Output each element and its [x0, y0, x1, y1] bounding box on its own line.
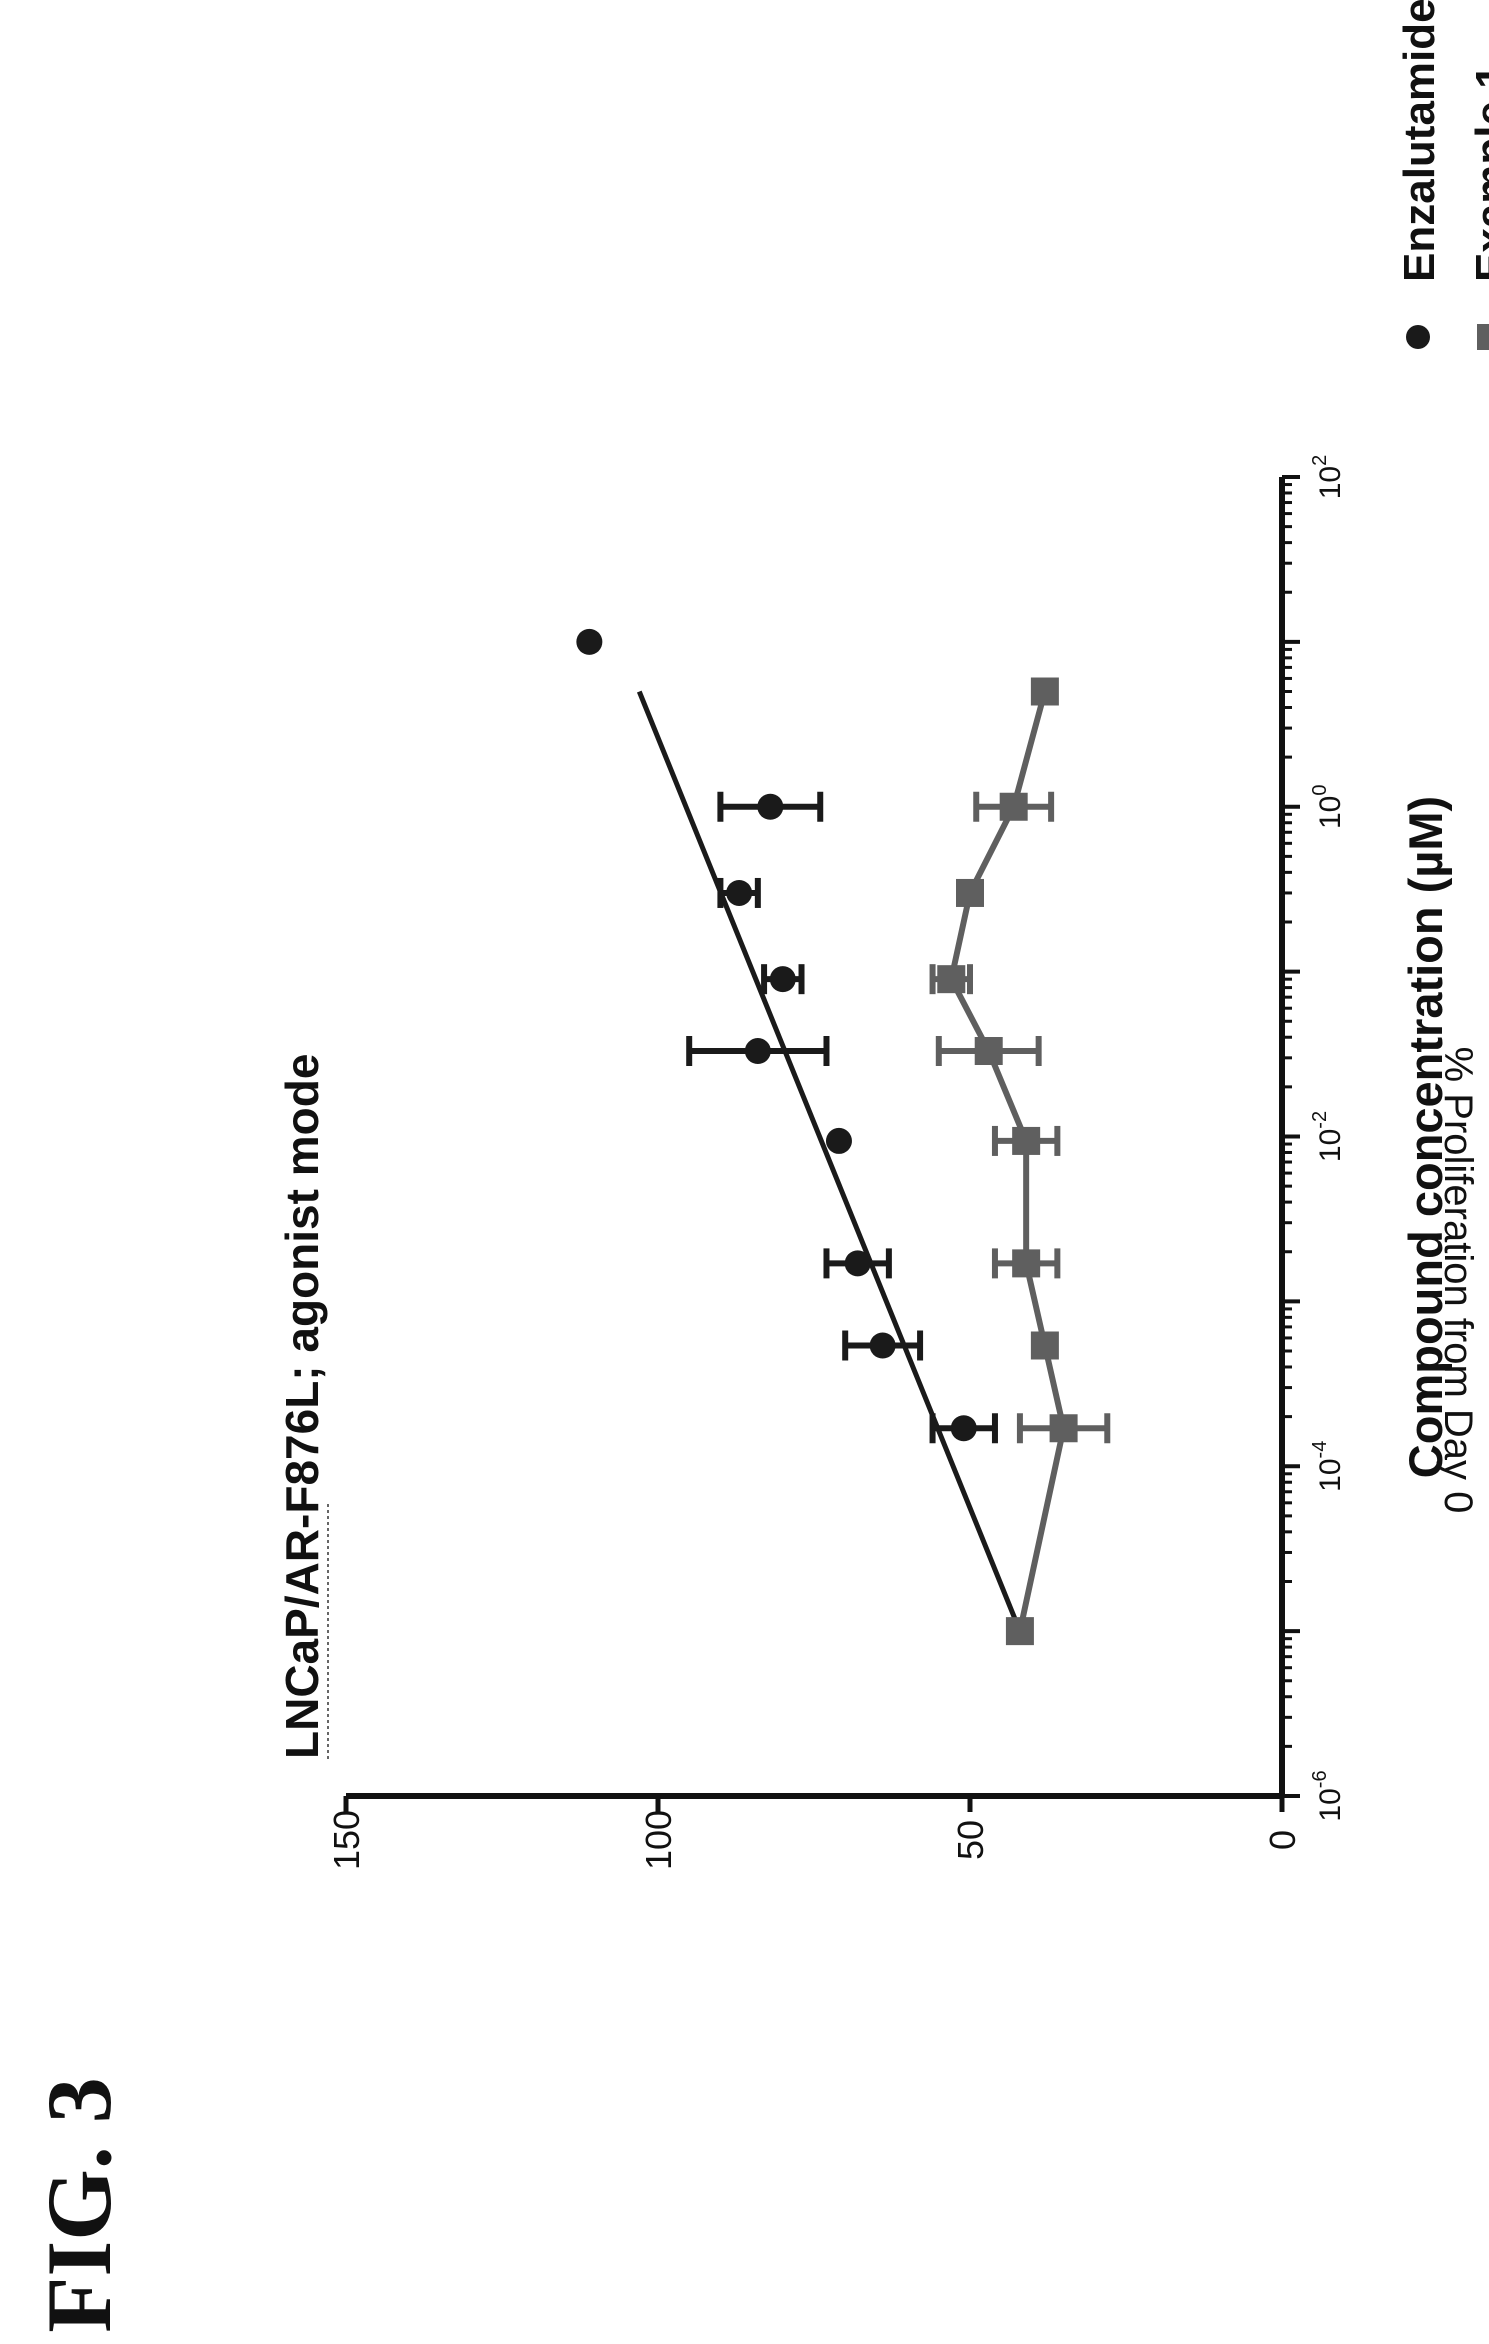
x-tick-base: 10 — [1314, 1458, 1347, 1491]
y-tick-label: 100 — [638, 1810, 679, 1870]
x-tick-exponent: 2 — [1309, 455, 1331, 466]
data-point — [844, 1250, 871, 1277]
x-tick-exponent: 0 — [1309, 785, 1331, 796]
data-point — [1012, 1249, 1041, 1278]
y-tick-label: 50 — [950, 1820, 991, 1860]
x-tick-exponent: -4 — [1309, 1441, 1331, 1459]
data-point — [1005, 1617, 1034, 1646]
data-point — [825, 1127, 852, 1154]
plot-area — [576, 628, 1111, 1646]
data-point — [1049, 1414, 1078, 1443]
x-tick-exponent: -6 — [1309, 1770, 1331, 1788]
x-tick-label: 102 — [1309, 455, 1347, 500]
legend-marker — [1477, 324, 1489, 350]
data-point — [974, 1037, 1003, 1066]
data-point — [576, 628, 603, 655]
y-ticks: 0 50 100 150 — [326, 1796, 1303, 1870]
fit-curve — [636, 690, 1023, 1633]
x-tick-label: 10-6 — [1309, 1770, 1347, 1821]
data-point — [1030, 677, 1059, 706]
x-tick-exponent: -2 — [1309, 1111, 1331, 1129]
data-point — [1012, 1126, 1041, 1155]
series-example-1 — [929, 677, 1111, 1646]
data-point — [937, 965, 966, 994]
data-point — [1030, 1331, 1059, 1360]
data-point — [999, 792, 1028, 821]
legend-marker — [1406, 325, 1430, 349]
legend-label: Enzalutamide — [1395, 0, 1444, 282]
series-enzalutamide — [576, 628, 1033, 1645]
y-axis-label: % Proliferation from Day 0 — [1436, 1047, 1480, 1514]
legend-label: Example 1 — [1467, 64, 1489, 282]
y-tick-label: 0 — [1262, 1830, 1303, 1850]
series-line — [948, 690, 1067, 1632]
data-point — [950, 1415, 977, 1442]
x-tick-base: 10 — [1314, 1788, 1347, 1821]
data-point — [726, 879, 753, 906]
y-tick-label: 150 — [326, 1810, 367, 1870]
x-tick-label: 10-4 — [1309, 1441, 1347, 1492]
x-tick-label: 10-2 — [1309, 1111, 1347, 1162]
data-point — [757, 793, 784, 820]
x-tick-label: 100 — [1309, 785, 1347, 830]
data-point — [956, 878, 984, 907]
legend: Enzalutamide Example 1 — [1395, 0, 1489, 350]
data-point — [769, 966, 796, 993]
chart-title: LNCaP/AR-F876L; agonist mode — [276, 1054, 328, 1759]
figure-label: FIG. 3 — [28, 2077, 130, 2333]
x-tick-base: 10 — [1314, 1129, 1347, 1162]
axes — [346, 477, 1285, 1799]
data-point — [744, 1038, 771, 1065]
x-tick-base: 10 — [1314, 466, 1347, 499]
x-axis-label: Compound concentration (µM) — [1399, 796, 1452, 1478]
data-point — [869, 1332, 896, 1359]
x-tick-base: 10 — [1314, 796, 1347, 829]
